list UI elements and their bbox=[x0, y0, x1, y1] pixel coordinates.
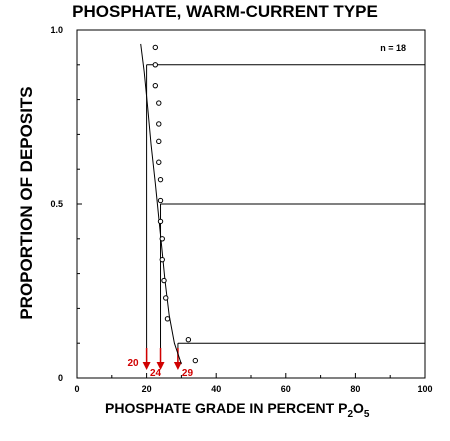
x-tick-label: 20 bbox=[142, 384, 152, 394]
data-point bbox=[156, 100, 162, 106]
percentile-value-label: 24 bbox=[150, 368, 162, 379]
red-arrow-head bbox=[142, 362, 151, 370]
x-axis-title-sub1: 2 bbox=[347, 408, 353, 420]
y-tick-label: 1.0 bbox=[50, 25, 63, 35]
x-axis-title-sub2: 5 bbox=[363, 408, 370, 420]
data-point bbox=[157, 176, 164, 183]
x-tick-label: 60 bbox=[281, 384, 291, 394]
data-point bbox=[161, 277, 167, 284]
percentile-value-label: 20 bbox=[127, 358, 139, 369]
x-axis-title: PHOSPHATE GRADE IN PERCENT P2O5 bbox=[105, 400, 369, 420]
data-point bbox=[157, 218, 164, 225]
x-tick-label: 0 bbox=[74, 384, 79, 394]
data-point bbox=[159, 256, 165, 263]
fitted-curve bbox=[140, 43, 182, 365]
x-axis-title-main: PHOSPHATE GRADE IN PERCENT P bbox=[105, 400, 348, 416]
data-point bbox=[156, 159, 162, 165]
red-arrow-head bbox=[173, 362, 182, 370]
red-arrow-head bbox=[156, 362, 165, 370]
data-point bbox=[157, 197, 164, 204]
x-tick-label: 80 bbox=[350, 384, 360, 394]
data-point bbox=[164, 316, 171, 322]
data-point bbox=[152, 62, 159, 68]
percentile-value-label: 29 bbox=[182, 368, 194, 379]
data-point bbox=[163, 295, 169, 301]
data-point bbox=[152, 82, 159, 89]
x-tick-label: 100 bbox=[417, 384, 432, 394]
x-axis-title-mid: O bbox=[353, 400, 364, 416]
data-point bbox=[156, 138, 162, 145]
data-point bbox=[192, 357, 199, 364]
data-point bbox=[185, 337, 192, 343]
x-tick-label: 40 bbox=[211, 384, 221, 394]
data-point bbox=[159, 236, 165, 242]
y-tick-label: 0 bbox=[58, 373, 63, 383]
y-tick-label: 0.5 bbox=[50, 199, 63, 209]
n-annotation: n = 18 bbox=[380, 43, 406, 53]
data-point bbox=[152, 44, 159, 51]
chart-title: PHOSPHATE, WARM-CURRENT TYPE bbox=[72, 2, 378, 21]
data-point bbox=[156, 121, 162, 127]
